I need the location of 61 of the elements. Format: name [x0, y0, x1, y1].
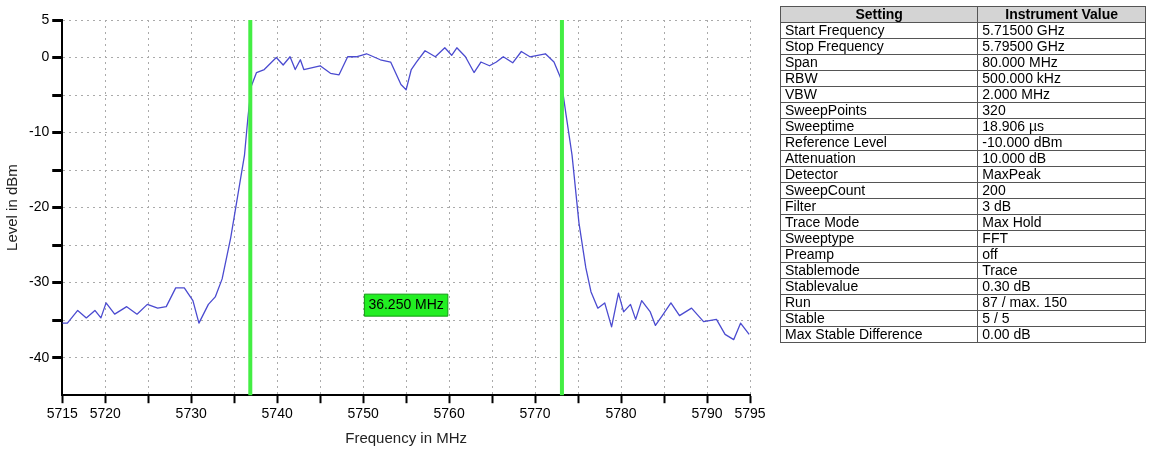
text: 200	[977, 182, 1146, 199]
text: Stable	[780, 310, 978, 327]
text: 500.000 kHz	[977, 70, 1146, 87]
text: Instrument Value	[977, 6, 1146, 23]
text: Max Hold	[977, 214, 1146, 231]
annotation: 36.250 MHz	[368, 296, 444, 313]
text: 5 / 5	[977, 310, 1146, 327]
text: Span	[780, 54, 978, 71]
y-tick-label: 0	[41, 48, 50, 65]
text: Run	[780, 294, 978, 311]
text: Stablemode	[780, 262, 978, 279]
text: Filter	[780, 198, 978, 215]
text: 80.000 MHz	[977, 54, 1146, 71]
text: 0.30 dB	[977, 278, 1146, 295]
text: Attenuation	[780, 150, 978, 167]
x-tick-label: 5750	[347, 405, 379, 422]
text: 3 dB	[977, 198, 1146, 215]
x-tick-label: 5795	[734, 405, 766, 422]
text: Sweeptype	[780, 230, 978, 247]
text: VBW	[780, 86, 978, 103]
y-tick-label: -40	[29, 348, 50, 365]
text: 320	[977, 102, 1146, 119]
y-axis-title: Level in dBm	[3, 164, 21, 251]
text: 5.79500 GHz	[977, 38, 1146, 55]
text: 5.71500 GHz	[977, 22, 1146, 39]
x-tick-label: 5740	[261, 405, 293, 422]
text: off	[977, 246, 1146, 263]
text: Setting	[780, 6, 978, 23]
text: MaxPeak	[977, 166, 1146, 183]
x-tick-label: 5720	[89, 405, 121, 422]
text: 18.906 µs	[977, 118, 1146, 135]
text: SweepPoints	[780, 102, 978, 119]
text: Stop Frequency	[780, 38, 978, 55]
text: SweepCount	[780, 182, 978, 199]
x-axis-title: Frequency in MHz	[345, 429, 467, 447]
text: 10.000 dB	[977, 150, 1146, 167]
text: Preamp	[780, 246, 978, 263]
y-tick-label: -30	[29, 273, 50, 290]
text: Sweeptime	[780, 118, 978, 135]
text: FFT	[977, 230, 1146, 247]
text: Trace Mode	[780, 214, 978, 231]
text: 2.000 MHz	[977, 86, 1146, 103]
x-tick-label: 5715	[46, 405, 79, 422]
text: Detector	[780, 166, 978, 183]
text: 0.00 dB	[977, 326, 1146, 343]
text: 87 / max. 150	[977, 294, 1146, 311]
text: Max Stable Difference	[780, 326, 978, 343]
x-tick-label: 5760	[433, 405, 465, 422]
text: Reference Level	[780, 134, 978, 151]
x-tick-label: 5790	[691, 405, 723, 422]
y-tick-label: -10	[29, 123, 50, 140]
x-tick-label: 5770	[519, 405, 551, 422]
text: Trace	[977, 262, 1146, 279]
x-tick-label: 5780	[605, 405, 637, 422]
y-tick-label: 5	[41, 10, 50, 27]
text: -10.000 dBm	[977, 134, 1146, 151]
text: RBW	[780, 70, 978, 87]
x-tick-label: 5730	[175, 405, 207, 422]
text: Start Frequency	[780, 22, 978, 39]
text: Stablevalue	[780, 278, 978, 295]
y-tick-label: -20	[29, 198, 50, 215]
